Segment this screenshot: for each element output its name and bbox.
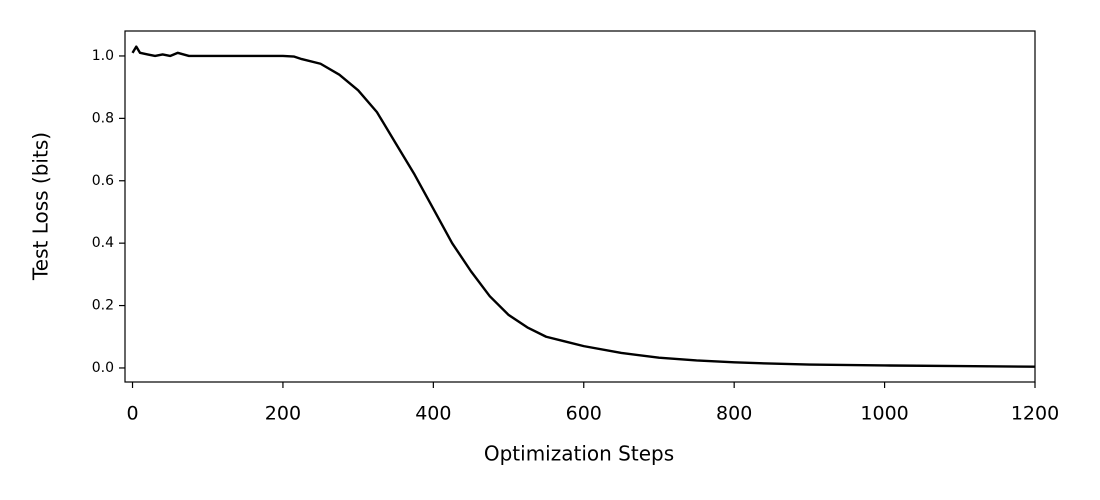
x-tick-label: 200 — [265, 403, 301, 425]
x-axis-label: Optimization Steps — [484, 442, 674, 466]
x-tick-label: 600 — [566, 403, 602, 425]
y-tick-label: 0.6 — [92, 173, 114, 189]
y-tick-label: 0.2 — [92, 298, 114, 314]
x-tick-label: 0 — [126, 403, 138, 425]
line — [131, 45, 1036, 368]
y-tick-label: 0.0 — [92, 360, 114, 376]
y-tick-label: 0.8 — [92, 110, 114, 126]
x-tick-label: 800 — [716, 403, 752, 425]
y-axis-label: Test Loss (bits) — [29, 132, 53, 281]
y-tick-label: 1.0 — [92, 48, 114, 64]
x-tick-label: 1200 — [1011, 403, 1059, 425]
y-tick-label: 0.4 — [92, 235, 114, 251]
plot-frame — [124, 30, 1036, 383]
x-tick-label: 1000 — [860, 403, 908, 425]
x-tick-label: 400 — [415, 403, 451, 425]
